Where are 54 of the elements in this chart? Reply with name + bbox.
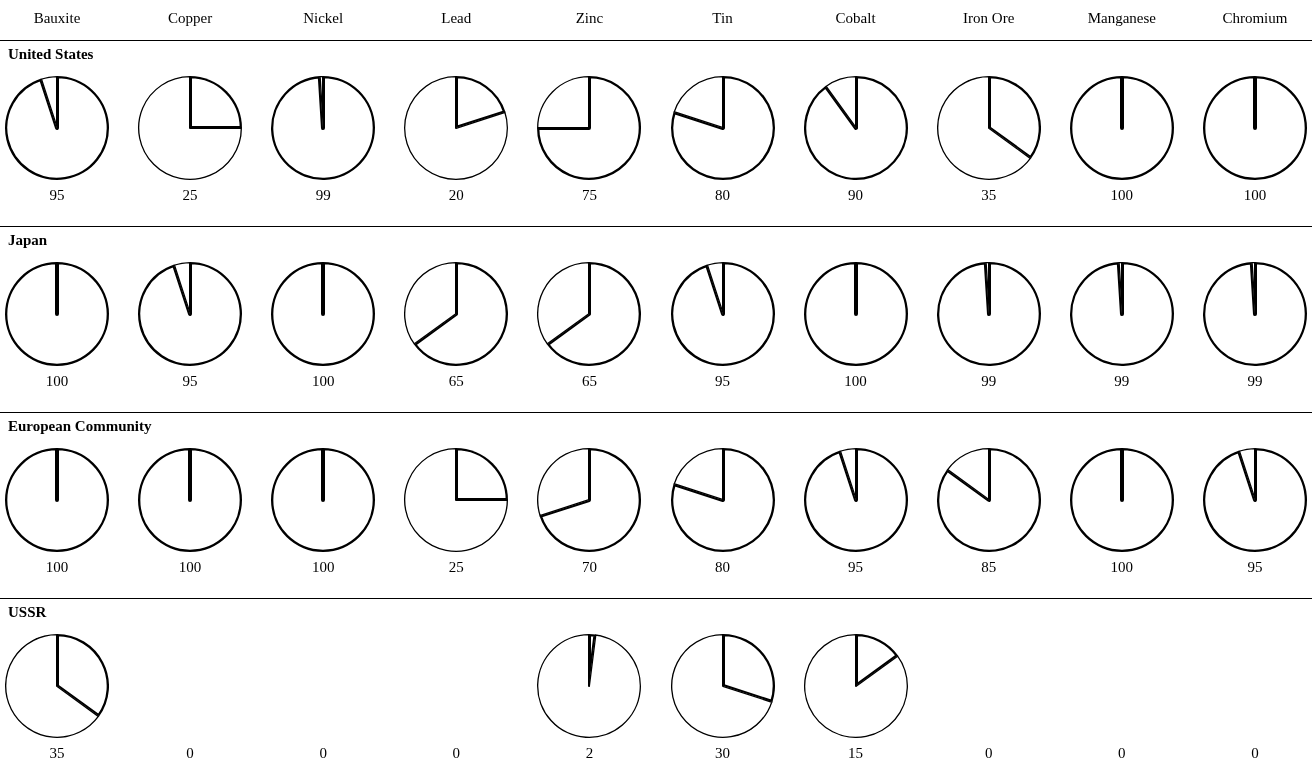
text: 2 bbox=[584, 745, 595, 762]
text: 75 bbox=[580, 187, 598, 204]
text: 0 bbox=[451, 745, 462, 762]
text: 100 bbox=[843, 373, 868, 390]
chart-subtitle: Japan bbox=[8, 232, 48, 249]
text: 100 bbox=[1109, 559, 1135, 576]
text: 95 bbox=[181, 373, 199, 390]
text: 80 bbox=[714, 559, 731, 576]
text: 95 bbox=[714, 373, 731, 390]
text: 85 bbox=[980, 559, 998, 576]
text: 65 bbox=[447, 373, 465, 390]
text: 0 bbox=[1117, 745, 1127, 762]
text: 99 bbox=[980, 373, 998, 390]
chart-title: Cobalt bbox=[834, 10, 877, 27]
text: 25 bbox=[447, 559, 465, 576]
chart-title: Nickel bbox=[302, 10, 345, 27]
text: 30 bbox=[714, 745, 731, 762]
chart-title: Zinc bbox=[574, 10, 605, 27]
chart-title: Bauxite bbox=[32, 10, 82, 27]
text: 99 bbox=[314, 187, 332, 204]
chart-title: Manganese bbox=[1086, 10, 1157, 27]
chart-title: Tin bbox=[711, 10, 734, 27]
text: 20 bbox=[447, 187, 465, 204]
text: 99 bbox=[1246, 373, 1264, 390]
text: 100 bbox=[1242, 187, 1268, 204]
chart-subtitle: European Community bbox=[8, 418, 152, 435]
text: 0 bbox=[1250, 745, 1260, 762]
text: 65 bbox=[580, 373, 598, 390]
text: 0 bbox=[318, 745, 328, 762]
text: 90 bbox=[847, 187, 865, 204]
text: 95 bbox=[1246, 559, 1264, 576]
text: 100 bbox=[310, 559, 336, 576]
text: 35 bbox=[980, 187, 998, 204]
text: 95 bbox=[48, 187, 66, 204]
text: 100 bbox=[310, 373, 336, 390]
text: 100 bbox=[44, 373, 70, 390]
text: 95 bbox=[847, 559, 865, 576]
text: 0 bbox=[185, 745, 195, 762]
text: 15 bbox=[847, 745, 865, 762]
text: 99 bbox=[1113, 373, 1131, 390]
text: 25 bbox=[181, 187, 199, 204]
chart-title: Chromium bbox=[1221, 10, 1289, 27]
text: 35 bbox=[48, 745, 66, 762]
text: 80 bbox=[714, 187, 731, 204]
chart-title: Lead bbox=[440, 10, 473, 27]
text: 100 bbox=[177, 559, 203, 576]
text: 0 bbox=[983, 745, 994, 762]
text: 70 bbox=[580, 559, 598, 576]
chart-title: Iron Ore bbox=[962, 10, 1016, 27]
text: 100 bbox=[44, 559, 70, 576]
chart-subtitle: USSR bbox=[8, 604, 47, 621]
chart-title: Copper bbox=[167, 10, 214, 27]
text: 100 bbox=[1109, 187, 1135, 204]
chart-subtitle: United States bbox=[8, 46, 94, 63]
